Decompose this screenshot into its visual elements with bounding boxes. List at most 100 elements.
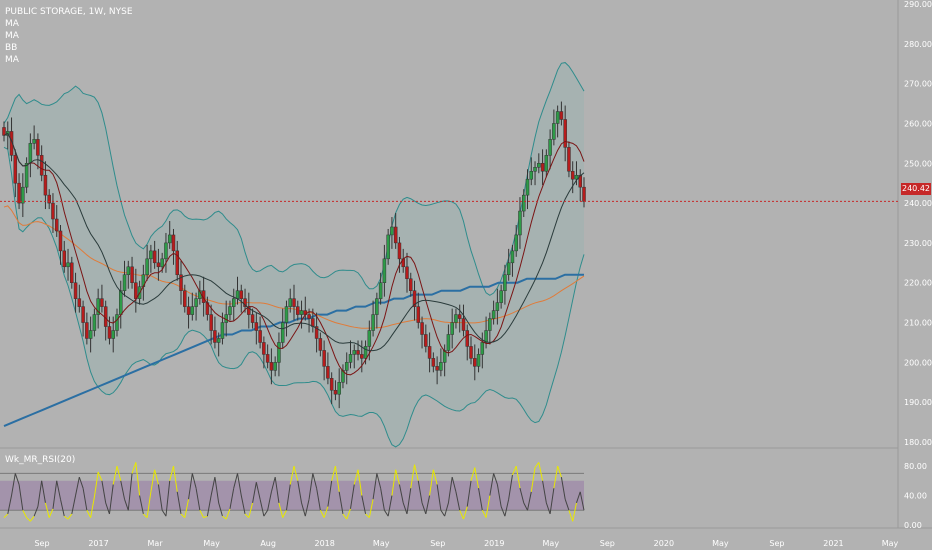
rsi-segment bbox=[161, 509, 167, 517]
rsi-segment bbox=[48, 508, 54, 518]
rsi-segment bbox=[203, 515, 208, 519]
candle-body bbox=[58, 230, 63, 252]
rsi-tick-label: 80.00 bbox=[904, 462, 927, 471]
study-label-ma-2[interactable]: MA bbox=[5, 31, 19, 41]
candle-body bbox=[39, 155, 44, 176]
candle-body bbox=[555, 111, 560, 124]
rsi-segment bbox=[417, 480, 423, 503]
time-tick-label: 2021 bbox=[823, 539, 843, 548]
candle-body bbox=[73, 282, 78, 299]
time-tick-label: May bbox=[543, 539, 560, 548]
candle-body bbox=[269, 362, 274, 371]
candle-body bbox=[258, 330, 262, 343]
rsi-segment bbox=[481, 510, 487, 518]
candle-body bbox=[348, 354, 353, 363]
rsi-segment bbox=[474, 467, 480, 489]
price-tick-label: 220.00 bbox=[904, 279, 932, 288]
time-tick-label: Sep bbox=[600, 539, 615, 548]
study-label-ma-1[interactable]: MA bbox=[5, 19, 19, 29]
candle-body bbox=[386, 234, 390, 260]
bb-lower-line bbox=[3, 146, 585, 448]
rsi-segment bbox=[67, 513, 73, 520]
rsi-segment bbox=[199, 510, 205, 518]
rsi-segment bbox=[323, 506, 329, 518]
rsi-segment bbox=[139, 495, 144, 515]
rsi-segment bbox=[101, 480, 107, 503]
candle-body bbox=[175, 250, 179, 276]
candle-body bbox=[21, 186, 25, 204]
rsi-segment bbox=[470, 467, 476, 481]
rsi-segment bbox=[282, 510, 287, 518]
rsi-segment bbox=[346, 508, 351, 520]
candle-body bbox=[397, 242, 402, 260]
rsi-segment bbox=[56, 480, 61, 500]
rsi-segment bbox=[90, 496, 95, 518]
candle-body bbox=[164, 242, 168, 260]
candle-body bbox=[559, 111, 564, 120]
rsi-segment bbox=[191, 473, 197, 489]
candle-body bbox=[363, 346, 368, 359]
candle-body bbox=[280, 322, 285, 343]
rsi-segment bbox=[180, 513, 186, 518]
rsi-segment bbox=[478, 488, 483, 511]
study-label-ma-3[interactable]: MA bbox=[5, 55, 19, 65]
candle-body bbox=[510, 250, 515, 264]
candle-body bbox=[126, 266, 131, 276]
rsi-segment bbox=[252, 482, 257, 503]
time-tick-label: May bbox=[882, 539, 899, 548]
candle-body bbox=[540, 163, 545, 172]
rsi-segment bbox=[331, 465, 336, 481]
candle-body bbox=[96, 298, 100, 315]
candle-body bbox=[160, 258, 164, 268]
candle-body bbox=[488, 318, 492, 331]
candle-body bbox=[439, 362, 443, 371]
rsi-segment bbox=[108, 484, 114, 515]
rsi-segment bbox=[82, 488, 88, 511]
rsi-segment bbox=[387, 495, 393, 517]
price-tick-label: 210.00 bbox=[904, 319, 932, 328]
rsi-segment bbox=[496, 484, 502, 507]
rsi-segment bbox=[447, 477, 453, 503]
candle-body bbox=[284, 306, 289, 323]
rsi-segment bbox=[342, 513, 348, 520]
candle-body bbox=[149, 250, 153, 260]
candle-body bbox=[409, 278, 413, 291]
rsi-segment bbox=[534, 462, 540, 468]
rsi-segment bbox=[515, 465, 521, 489]
rsi-segment bbox=[112, 465, 118, 485]
time-tick-label: Aug bbox=[260, 539, 276, 548]
rsi-segment bbox=[233, 473, 238, 489]
rsi-indicator-label[interactable]: Wk_MR_RSI(20) bbox=[5, 455, 76, 465]
rsi-segment bbox=[538, 462, 544, 481]
rsi-segment bbox=[361, 495, 367, 515]
rsi-segment bbox=[240, 495, 246, 515]
rsi-segment bbox=[26, 517, 31, 522]
candle-body bbox=[201, 290, 206, 303]
candle-body bbox=[390, 226, 394, 236]
rsi-segment bbox=[120, 480, 126, 500]
rsi-segment bbox=[572, 502, 577, 522]
candle-body bbox=[288, 298, 292, 307]
rsi-segment bbox=[86, 510, 92, 518]
candle-body bbox=[378, 282, 383, 299]
candle-body bbox=[473, 358, 477, 367]
study-label-bb[interactable]: BB bbox=[5, 43, 18, 53]
candle-body bbox=[17, 182, 21, 204]
time-tick-label: 2019 bbox=[484, 539, 504, 548]
rsi-segment bbox=[440, 509, 446, 517]
candle-body bbox=[548, 139, 552, 156]
price-tick-label: 270.00 bbox=[904, 80, 932, 89]
candle-body bbox=[318, 338, 323, 351]
rsi-segment bbox=[41, 480, 46, 503]
candle-body bbox=[533, 167, 537, 172]
rsi-segment bbox=[78, 476, 84, 489]
rsi-segment bbox=[319, 510, 325, 518]
rsi-segment bbox=[511, 465, 517, 476]
symbol-title: PUBLIC STORAGE, 1W, NYSE bbox=[5, 7, 133, 17]
rsi-segment bbox=[11, 473, 16, 496]
candle-body bbox=[521, 194, 526, 212]
candle-body bbox=[344, 362, 349, 371]
candle-body bbox=[273, 362, 277, 371]
price-tick-label: 250.00 bbox=[904, 159, 932, 168]
